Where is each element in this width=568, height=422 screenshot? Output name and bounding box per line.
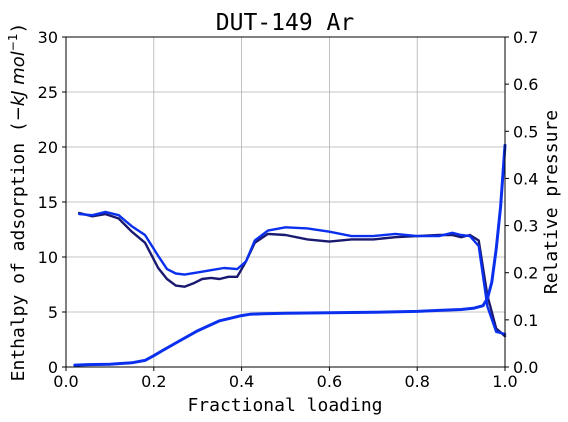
y-right-tick-label: 0.3 <box>513 217 538 236</box>
series-line-3 <box>73 143 507 367</box>
y-axis-left: 0 5 10 15 20 25 30 <box>38 28 66 377</box>
y-right-tick-label: 0.2 <box>513 264 538 283</box>
x-tick-label: 0.4 <box>229 372 254 391</box>
y-right-tick-label: 0.6 <box>513 75 538 94</box>
y-right-tick-label: 0.1 <box>513 311 538 330</box>
y-axis-left-label: Enthalpy of adsorption (−kJ mol−1) <box>6 23 29 382</box>
x-tick-label: 0.8 <box>404 372 429 391</box>
y-left-tick-label: 15 <box>38 193 58 212</box>
x-tick-label: 1.0 <box>492 372 517 391</box>
y-right-tick-label: 0.0 <box>513 358 538 377</box>
y-axis-left-label-suffix: ) <box>8 23 29 34</box>
y-axis-right-label: Relative pressure <box>541 110 562 294</box>
series-line-2 <box>77 210 507 336</box>
x-tick-label: 0.6 <box>317 372 342 391</box>
x-tick-label: 0.2 <box>141 372 166 391</box>
y-axis-left-label-prefix: Enthalpy of adsorption ( <box>8 121 29 381</box>
y-left-tick-label: 20 <box>38 138 58 157</box>
y-axis-right: 0.0 0.1 0.2 0.3 0.4 0.5 0.6 0.7 <box>505 28 538 377</box>
y-left-tick-label: 0 <box>48 358 58 377</box>
y-left-tick-label: 5 <box>48 303 58 322</box>
y-axis-left-label-exponent: −1 <box>6 33 20 51</box>
y-right-tick-label: 0.5 <box>513 122 538 141</box>
y-right-tick-label: 0.4 <box>513 169 538 188</box>
y-right-tick-label: 0.7 <box>513 28 538 47</box>
y-left-tick-label: 25 <box>38 83 58 102</box>
chart-title: DUT-149 Ar <box>216 10 354 36</box>
y-left-tick-label: 30 <box>38 28 58 47</box>
y-axis-left-label-unit: −kJ mol <box>8 51 29 121</box>
x-tick-label: 0.0 <box>53 372 78 391</box>
series-layer <box>73 143 507 367</box>
y-left-tick-label: 10 <box>38 248 58 267</box>
x-axis: 0.0 0.2 0.4 0.6 0.8 1.0 <box>53 367 518 391</box>
x-axis-label: Fractional loading <box>187 395 382 416</box>
